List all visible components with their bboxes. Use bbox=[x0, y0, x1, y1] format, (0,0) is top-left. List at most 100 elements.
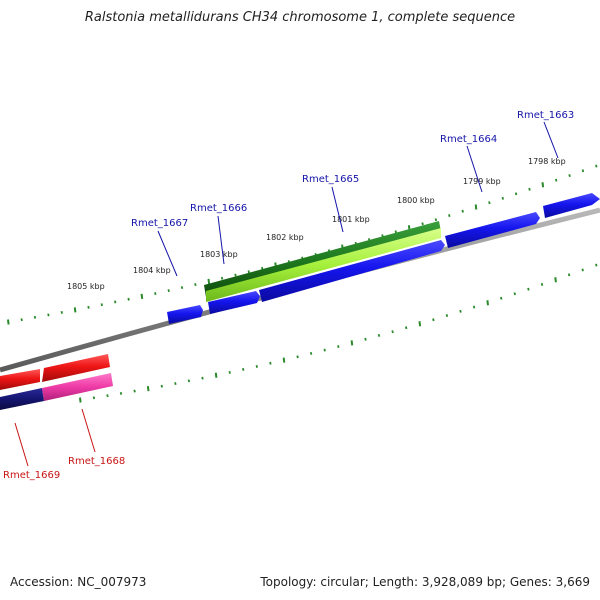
tick bbox=[337, 345, 340, 349]
tick bbox=[146, 385, 150, 392]
kbp-tick bbox=[73, 307, 77, 313]
kbp-tick bbox=[234, 273, 237, 277]
gene-arrow-rmet-1668[interactable] bbox=[42, 354, 110, 382]
tick bbox=[391, 330, 394, 334]
tick bbox=[309, 351, 313, 355]
kbp-tick bbox=[568, 174, 571, 178]
tick bbox=[187, 379, 191, 383]
kbp-tick bbox=[180, 286, 184, 290]
tick bbox=[432, 318, 435, 322]
tick bbox=[472, 305, 476, 309]
feature-light-green[interactable] bbox=[206, 228, 441, 302]
tick bbox=[513, 292, 516, 296]
kbp-label-1804: 1804 kbp bbox=[133, 266, 171, 275]
tick bbox=[282, 357, 286, 363]
gene-labels: Rmet_1667 Rmet_1666 Rmet_1665 Rmet_1664 … bbox=[3, 110, 574, 481]
gene-segment-pink[interactable] bbox=[42, 373, 113, 401]
kbp-tick bbox=[555, 178, 558, 182]
tick bbox=[174, 382, 177, 386]
tick bbox=[296, 355, 299, 359]
tick bbox=[119, 391, 123, 395]
kbp-tick bbox=[194, 283, 197, 287]
gene-label-rmet-1667[interactable]: Rmet_1667 bbox=[131, 218, 188, 229]
gene-label-rmet-1666[interactable]: Rmet_1666 bbox=[190, 203, 247, 214]
gene-arrow-rmet-1669[interactable] bbox=[0, 369, 40, 390]
tick bbox=[92, 396, 96, 400]
kbp-tick bbox=[474, 204, 478, 210]
tick bbox=[405, 326, 408, 330]
gene-arrow-rmet-1663[interactable] bbox=[543, 193, 600, 218]
tick bbox=[214, 372, 218, 378]
tick bbox=[540, 282, 544, 286]
kbp-tick bbox=[501, 196, 504, 200]
tick bbox=[201, 376, 204, 380]
kbp-label-1800: 1800 kbp bbox=[397, 196, 435, 205]
kbp-tick bbox=[541, 182, 545, 188]
kbp-tick bbox=[528, 187, 531, 191]
kbp-label-1805: 1805 kbp bbox=[67, 282, 105, 291]
tick bbox=[269, 361, 272, 365]
gene-arrow-rmet-1665[interactable] bbox=[259, 240, 445, 302]
tick bbox=[106, 394, 109, 398]
kbp-tick bbox=[461, 209, 464, 213]
gene-label-leaders bbox=[14, 121, 559, 467]
gene-label-rmet-1665[interactable]: Rmet_1665 bbox=[302, 174, 359, 185]
tick-row-lower bbox=[79, 263, 598, 403]
tick bbox=[554, 277, 557, 283]
kbp-tick bbox=[207, 278, 211, 285]
gene-arrow-rmet-1664[interactable] bbox=[445, 212, 540, 248]
kbp-label-1802: 1802 kbp bbox=[266, 233, 304, 242]
tick bbox=[350, 340, 354, 346]
kbp-tick bbox=[247, 270, 250, 274]
kbp-tick bbox=[488, 201, 491, 205]
tick bbox=[133, 389, 136, 393]
gene-arrow-rmet-1667[interactable] bbox=[167, 305, 203, 324]
tick bbox=[500, 296, 503, 300]
tick bbox=[228, 370, 231, 374]
accession-text: Accession: NC_007973 bbox=[10, 575, 147, 589]
kbp-tick bbox=[514, 192, 518, 196]
kbp-label-1799: 1799 kbp bbox=[463, 177, 501, 186]
kbp-tick bbox=[33, 315, 37, 319]
gene-label-rmet-1664[interactable]: Rmet_1664 bbox=[440, 134, 497, 145]
kbp-labels: 1805 kbp 1804 kbp 1803 kbp 1802 kbp 1801… bbox=[67, 157, 566, 291]
gene-label-rmet-1663[interactable]: Rmet_1663 bbox=[517, 110, 574, 121]
gene-segment-navy[interactable] bbox=[0, 388, 44, 410]
tick bbox=[581, 268, 584, 272]
tick bbox=[255, 364, 258, 368]
kbp-label-1801: 1801 kbp bbox=[332, 215, 370, 224]
tick bbox=[242, 367, 245, 371]
tick bbox=[323, 348, 326, 352]
kbp-tick bbox=[140, 293, 144, 300]
map-title: Ralstonia metallidurans CH34 chromosome … bbox=[84, 10, 516, 25]
kbp-tick bbox=[394, 230, 397, 234]
kbp-tick-row-upper bbox=[7, 164, 598, 325]
kbp-tick bbox=[7, 319, 10, 325]
kbp-tick bbox=[167, 289, 170, 293]
kbp-tick bbox=[581, 169, 585, 173]
kbp-tick bbox=[448, 214, 451, 218]
tick bbox=[418, 321, 422, 327]
kbp-tick bbox=[114, 300, 117, 304]
kbp-label-1798: 1798 kbp bbox=[528, 157, 566, 166]
kbp-tick bbox=[127, 297, 130, 301]
kbp-tick bbox=[100, 303, 103, 307]
kbp-tick bbox=[595, 164, 598, 168]
kbp-tick bbox=[87, 305, 90, 309]
gene-arrow-rmet-1666[interactable] bbox=[208, 291, 260, 314]
tick bbox=[595, 263, 598, 267]
tick bbox=[445, 314, 449, 318]
tick bbox=[567, 273, 571, 277]
tick bbox=[79, 397, 82, 403]
kbp-tick bbox=[434, 218, 438, 222]
kbp-tick bbox=[154, 292, 157, 296]
gene-label-rmet-1668[interactable]: Rmet_1668 bbox=[68, 456, 125, 467]
kbp-tick bbox=[60, 310, 63, 314]
kbp-tick bbox=[421, 222, 424, 226]
gene-label-rmet-1669[interactable]: Rmet_1669 bbox=[3, 470, 60, 481]
tick bbox=[160, 384, 163, 388]
topology-summary: Topology: circular; Length: 3,928,089 bp… bbox=[260, 575, 590, 589]
tick bbox=[527, 287, 530, 291]
kbp-tick bbox=[220, 276, 224, 280]
